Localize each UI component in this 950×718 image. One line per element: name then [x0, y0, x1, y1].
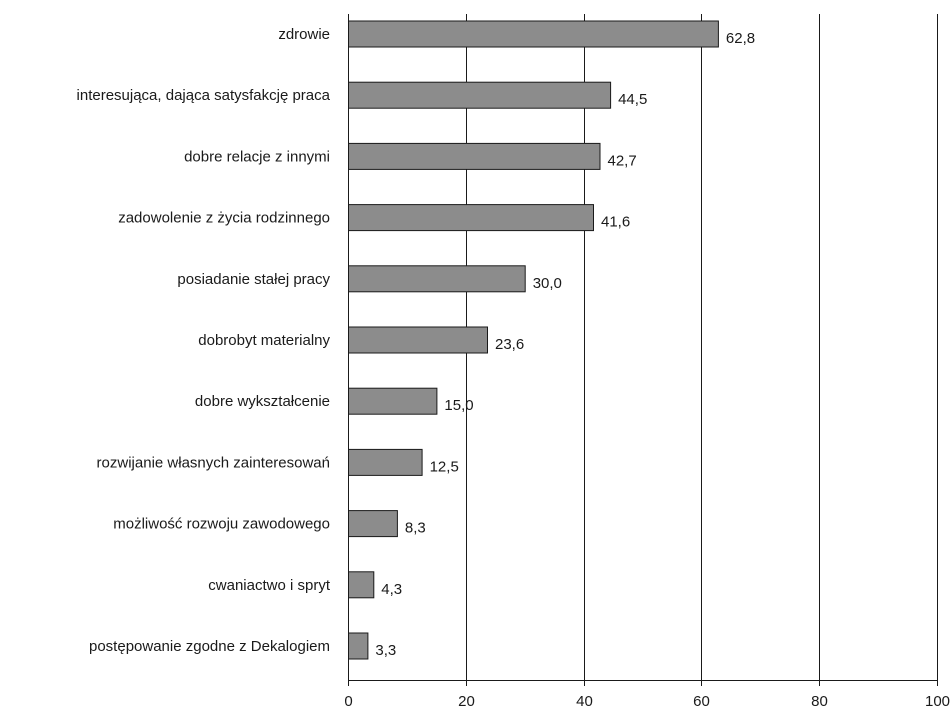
category-label: posiadanie stałej pracy — [177, 271, 330, 288]
category-label: dobrobyt materialny — [198, 332, 330, 349]
bar — [349, 449, 423, 475]
value-label: 62,8 — [726, 30, 755, 47]
value-label: 3,3 — [375, 642, 396, 659]
bar — [349, 572, 374, 598]
bar — [349, 205, 594, 231]
bar — [349, 21, 719, 47]
category-labels: zdrowie interesująca, dająca satysfakcję … — [77, 26, 331, 655]
category-label: dobre wykształcenie — [195, 393, 330, 410]
bars — [349, 21, 719, 659]
bar — [349, 388, 437, 414]
category-label: rozwijanie własnych zainteresowań — [97, 454, 330, 471]
x-tick-label: 60 — [693, 693, 710, 710]
value-label: 30,0 — [533, 275, 562, 292]
value-label: 4,3 — [381, 581, 402, 598]
value-label: 15,0 — [444, 397, 473, 414]
category-label: interesująca, dająca satysfakcję praca — [77, 87, 331, 104]
category-label: postępowanie zgodne z Dekalogiem — [89, 638, 330, 655]
category-label: możliwość rozwoju zawodowego — [113, 516, 330, 533]
bar — [349, 143, 601, 169]
category-label: zadowolenie z życia rodzinnego — [118, 210, 330, 227]
bar — [349, 266, 526, 292]
x-tick-label: 20 — [458, 693, 475, 710]
bar — [349, 633, 368, 659]
value-label: 41,6 — [601, 214, 630, 231]
x-tick-label: 100 — [925, 693, 950, 710]
bar — [349, 327, 488, 353]
category-label: zdrowie — [278, 26, 330, 43]
category-label: cwaniactwo i spryt — [208, 577, 331, 594]
value-label: 42,7 — [608, 152, 637, 169]
bar — [349, 82, 611, 108]
bar — [349, 511, 398, 537]
x-tick-label: 0 — [344, 693, 352, 710]
value-label: 44,5 — [618, 91, 647, 108]
value-label: 12,5 — [430, 458, 459, 475]
x-tick-label: 40 — [576, 693, 593, 710]
x-axis-tick-labels: 0 20 40 60 80 100 — [344, 680, 950, 710]
value-label: 8,3 — [405, 520, 426, 537]
category-label: dobre relacje z innymi — [184, 148, 330, 165]
x-tick-label: 80 — [811, 693, 828, 710]
value-label: 23,6 — [495, 336, 524, 353]
